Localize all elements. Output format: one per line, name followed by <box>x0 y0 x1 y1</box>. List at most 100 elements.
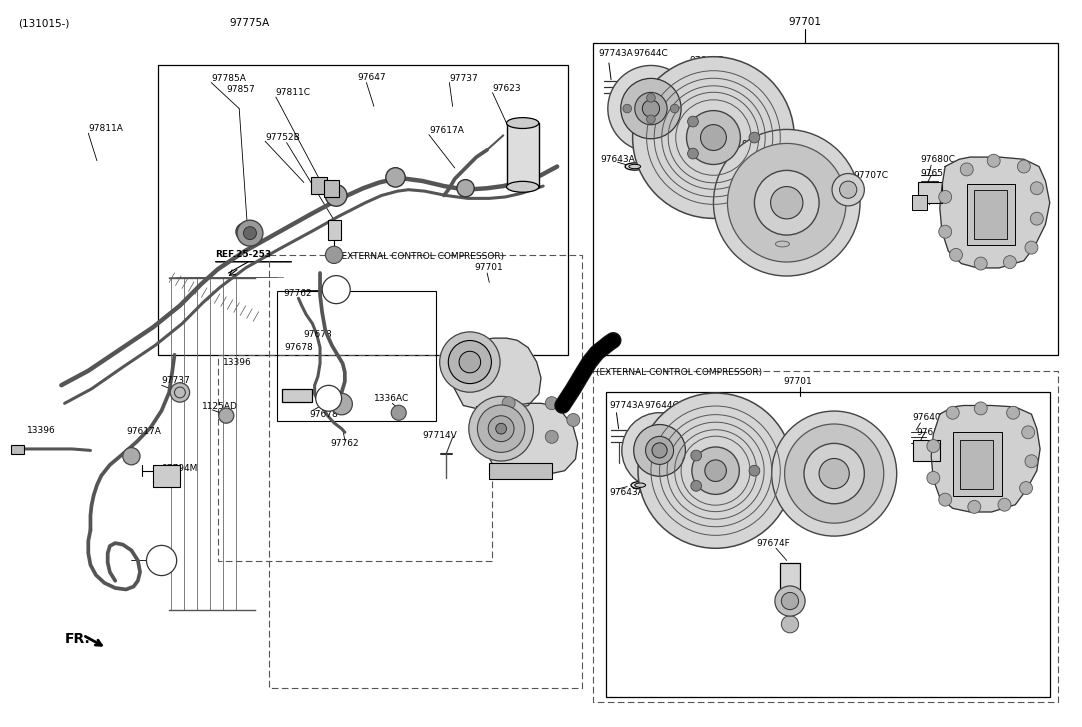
Circle shape <box>1030 182 1043 195</box>
Circle shape <box>647 94 656 103</box>
Circle shape <box>804 443 865 504</box>
Circle shape <box>832 174 865 206</box>
Circle shape <box>326 185 347 206</box>
Bar <box>476 406 492 431</box>
Bar <box>953 433 1002 496</box>
Circle shape <box>326 246 343 263</box>
Circle shape <box>488 416 514 441</box>
Circle shape <box>687 116 698 127</box>
Circle shape <box>770 187 803 219</box>
Text: 97644C: 97644C <box>645 401 679 410</box>
Circle shape <box>392 405 406 420</box>
Circle shape <box>477 405 525 452</box>
Ellipse shape <box>629 164 641 169</box>
Text: 97737: 97737 <box>161 377 190 385</box>
Text: 1140EX: 1140EX <box>485 390 519 398</box>
Text: 13396: 13396 <box>223 358 252 366</box>
Circle shape <box>781 616 799 632</box>
Text: 97737: 97737 <box>449 73 478 83</box>
Circle shape <box>652 443 668 458</box>
Circle shape <box>700 124 726 150</box>
Polygon shape <box>485 403 578 478</box>
Ellipse shape <box>631 481 649 489</box>
Circle shape <box>1006 406 1019 419</box>
Polygon shape <box>932 406 1040 512</box>
Bar <box>217 355 492 561</box>
Circle shape <box>608 65 694 152</box>
Circle shape <box>754 170 819 235</box>
Text: 97775A: 97775A <box>229 18 270 28</box>
Circle shape <box>633 57 794 218</box>
Text: 97857: 97857 <box>226 85 255 95</box>
Circle shape <box>219 408 234 423</box>
Circle shape <box>1017 160 1030 173</box>
Text: 97714V: 97714V <box>422 431 458 441</box>
Bar <box>489 463 552 479</box>
Text: (EXTERNAL CONTROL COMPRESSOR): (EXTERNAL CONTROL COMPRESSOR) <box>339 252 504 261</box>
Text: 1336AC: 1336AC <box>374 394 409 403</box>
Text: 97711D: 97711D <box>741 140 777 149</box>
Circle shape <box>749 465 760 476</box>
Circle shape <box>622 413 697 488</box>
Circle shape <box>775 586 805 616</box>
Text: 97794M: 97794M <box>161 464 198 473</box>
Ellipse shape <box>635 483 646 487</box>
Text: 97701: 97701 <box>789 17 821 27</box>
Polygon shape <box>940 157 1050 268</box>
Bar <box>913 440 940 461</box>
Bar <box>593 44 1058 355</box>
Circle shape <box>439 332 500 393</box>
Circle shape <box>713 129 860 276</box>
Circle shape <box>635 92 668 125</box>
Circle shape <box>749 132 760 143</box>
Bar <box>269 255 582 688</box>
Circle shape <box>170 383 189 402</box>
Circle shape <box>998 498 1011 511</box>
Text: 97678: 97678 <box>285 343 313 352</box>
Text: A: A <box>333 285 339 294</box>
Circle shape <box>480 414 493 427</box>
Circle shape <box>939 493 952 506</box>
Text: 97640: 97640 <box>913 414 941 422</box>
Ellipse shape <box>625 163 645 170</box>
Text: 97743A: 97743A <box>598 49 633 58</box>
Circle shape <box>1030 212 1043 225</box>
Text: (131015-): (131015-) <box>18 18 69 28</box>
Circle shape <box>840 181 857 198</box>
Text: 97643A: 97643A <box>609 488 644 497</box>
Circle shape <box>331 393 353 415</box>
Text: 97643E: 97643E <box>697 394 731 403</box>
Circle shape <box>545 430 558 443</box>
Text: 97680C: 97680C <box>921 155 955 164</box>
Ellipse shape <box>776 241 790 247</box>
Text: 97701: 97701 <box>474 263 503 273</box>
Text: 97707C: 97707C <box>854 171 888 180</box>
Bar <box>974 190 1006 239</box>
Text: 97643A: 97643A <box>601 155 635 164</box>
Circle shape <box>236 223 253 241</box>
Text: 97811A: 97811A <box>89 124 123 132</box>
Circle shape <box>691 447 739 494</box>
Circle shape <box>690 450 701 461</box>
Circle shape <box>567 414 580 427</box>
Text: REF.25-253: REF.25-253 <box>215 250 272 260</box>
Circle shape <box>961 163 973 176</box>
Circle shape <box>634 425 685 476</box>
Text: FR.: FR. <box>65 632 90 646</box>
Bar <box>966 184 1015 246</box>
Bar <box>961 440 992 489</box>
Circle shape <box>545 397 558 409</box>
Bar <box>11 446 24 454</box>
Text: 97811C: 97811C <box>276 88 311 97</box>
Text: 97762: 97762 <box>331 438 359 448</box>
Circle shape <box>950 249 963 261</box>
Circle shape <box>386 168 405 187</box>
Text: 13396: 13396 <box>27 425 55 435</box>
Circle shape <box>322 276 351 304</box>
Bar <box>312 177 327 194</box>
Polygon shape <box>452 338 541 413</box>
Text: 97647: 97647 <box>358 73 386 82</box>
Circle shape <box>1025 455 1038 467</box>
Bar <box>919 182 942 203</box>
Text: A: A <box>326 394 331 403</box>
